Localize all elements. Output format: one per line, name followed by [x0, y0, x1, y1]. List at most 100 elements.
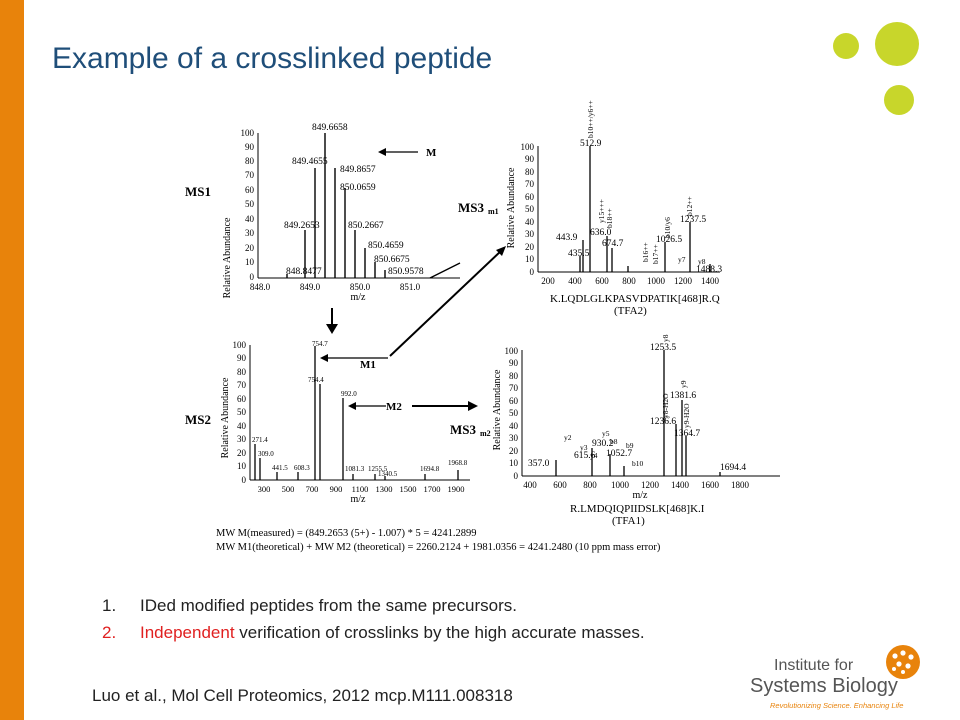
svg-text:600: 600 [553, 480, 567, 490]
svg-text:80: 80 [525, 167, 535, 177]
ms3m1-ion-labels: b10++/y6++ y15+++ b18++ b16++ b10/y6 b12… [586, 100, 706, 266]
list-highlight: Independent [140, 623, 235, 642]
svg-text:851.0: 851.0 [400, 282, 421, 292]
list-number: 2. [102, 623, 117, 642]
svg-text:1026.5: 1026.5 [656, 235, 682, 245]
svg-text:b10++/y6++: b10++/y6++ [586, 100, 595, 138]
accent-sidebar [0, 0, 24, 720]
svg-text:b10/y6: b10/y6 [663, 217, 672, 238]
svg-text:1253.5: 1253.5 [650, 343, 676, 353]
svg-text:800: 800 [622, 276, 636, 286]
ms1-y-axis-title: Relative Abundance [222, 217, 233, 298]
svg-text:b17++: b17++ [651, 244, 660, 264]
svg-text:500: 500 [282, 484, 295, 494]
ms3m2-panel: MS3 m2 Relative Abundance 100 90 80 70 6… [450, 334, 780, 527]
list-text: verification of crosslinks by the high a… [234, 623, 645, 642]
svg-text:20: 20 [509, 446, 519, 456]
svg-text:849.0: 849.0 [300, 282, 321, 292]
svg-text:1800: 1800 [731, 480, 750, 490]
svg-text:512.9: 512.9 [580, 139, 602, 149]
ms2-m1-label: M1 [360, 359, 376, 371]
ms2-m2-label: M2 [386, 401, 402, 413]
svg-text:1400: 1400 [701, 276, 720, 286]
svg-text:850.0659: 850.0659 [340, 183, 376, 193]
svg-text:y15+++: y15+++ [597, 199, 606, 223]
svg-text:300: 300 [258, 484, 271, 494]
svg-text:50: 50 [245, 199, 255, 209]
ms2-x-axis-title: m/z [351, 494, 367, 505]
ms3m2-peaks [555, 350, 721, 476]
svg-text:10: 10 [509, 458, 519, 468]
svg-text:1488.3: 1488.3 [696, 265, 722, 275]
svg-text:100: 100 [521, 142, 535, 152]
svg-text:30: 30 [509, 433, 519, 443]
svg-text:850.9578: 850.9578 [388, 267, 424, 277]
svg-text:y5: y5 [602, 429, 610, 438]
svg-text:754.4: 754.4 [308, 376, 324, 384]
svg-text:608.3: 608.3 [294, 464, 310, 472]
ms3m2-ion-labels: y8 y9 y8-H2O y9-H2O b8 y5 y2 y3 y4 b9 b1… [564, 334, 691, 468]
logo-mark-icon [886, 645, 920, 679]
svg-text:930.2: 930.2 [592, 439, 614, 449]
ms3m1-subscript: m1 [488, 207, 499, 216]
svg-text:50: 50 [237, 407, 247, 417]
svg-text:636.0: 636.0 [590, 228, 612, 238]
svg-text:900: 900 [330, 484, 343, 494]
ms3m1-y-axis-title: Relative Abundance [506, 167, 517, 248]
svg-text:400: 400 [523, 480, 537, 490]
ms3m2-x-axis-title: m/z [633, 490, 649, 501]
svg-text:70: 70 [525, 179, 535, 189]
list-item: 2. Independent verification of crosslinks… [102, 619, 645, 646]
svg-text:992.0: 992.0 [341, 390, 357, 398]
ms2-y-axis-title: Relative Abundance [220, 377, 231, 458]
ms3m1-tag: (TFA2) [614, 305, 647, 317]
svg-text:30: 30 [237, 434, 247, 444]
ms3m2-y-ticks: 100 90 80 70 60 50 40 30 20 10 0 [505, 346, 519, 481]
ms3m1-y-ticks: 100 90 80 70 60 50 40 30 20 10 0 [521, 142, 535, 277]
svg-text:y7: y7 [678, 255, 686, 264]
svg-text:0: 0 [530, 267, 535, 277]
spectra-figure: MS1 Relative Abundance 100 90 80 70 60 5… [185, 100, 780, 553]
ms2-x-ticks: 300 500 700 900 1100 1300 1500 1700 1900 [258, 484, 465, 494]
svg-text:y9: y9 [679, 380, 688, 388]
svg-text:y4: y4 [590, 451, 598, 460]
svg-text:1236.6: 1236.6 [650, 417, 676, 427]
svg-text:10: 10 [245, 257, 255, 267]
svg-text:1000: 1000 [647, 276, 666, 286]
svg-text:435.5: 435.5 [568, 249, 590, 259]
ms3m2-tag: (TFA1) [612, 515, 645, 527]
ms2-peaks [254, 346, 459, 480]
svg-text:1600: 1600 [701, 480, 720, 490]
ms2-peak-labels: 754.7 754.4 992.0 271.4 309.0 441.5 608.… [252, 340, 468, 478]
svg-text:80: 80 [509, 371, 519, 381]
svg-text:70: 70 [237, 380, 247, 390]
svg-text:20: 20 [245, 243, 255, 253]
svg-text:849.2653: 849.2653 [284, 221, 320, 231]
logo-tagline: Revolutionizing Science. Enhancing Life [770, 701, 903, 710]
svg-text:1237.5: 1237.5 [680, 215, 706, 225]
svg-text:100: 100 [241, 128, 255, 138]
ms3m2-y-axis-title: Relative Abundance [492, 369, 503, 450]
svg-text:10: 10 [525, 254, 535, 264]
svg-text:1700: 1700 [424, 484, 441, 494]
svg-text:1694.4: 1694.4 [720, 463, 746, 473]
svg-text:50: 50 [525, 204, 535, 214]
svg-text:850.2667: 850.2667 [348, 221, 384, 231]
ms3m2-peptide: R.LMDQIQPIIDSLK[468]K.I [570, 503, 705, 515]
ms3m2-x-ticks: 400 600 800 1000 1200 1400 1600 1800 [523, 480, 749, 490]
svg-text:30: 30 [525, 229, 535, 239]
ms3m1-x-ticks: 200 400 600 800 1000 1200 1400 [541, 276, 719, 286]
logo-line1: Institute for [774, 657, 854, 674]
logo-line2: Systems Biology [750, 675, 898, 697]
svg-text:271.4: 271.4 [252, 436, 268, 444]
dot-small [833, 33, 859, 59]
svg-text:100: 100 [505, 346, 519, 356]
svg-text:y8-H2O: y8-H2O [661, 393, 670, 418]
svg-text:600: 600 [595, 276, 609, 286]
svg-text:90: 90 [525, 154, 535, 164]
ms1-x-ticks: 848.0 849.0 850.0 851.0 [250, 282, 421, 292]
ms1-peak-labels: 849.6658 849.4655 849.8657 850.0659 849.… [284, 123, 424, 277]
svg-text:615.6: 615.6 [574, 451, 596, 461]
svg-text:1052.7: 1052.7 [606, 449, 632, 459]
ms1-label: MS1 [185, 184, 211, 199]
